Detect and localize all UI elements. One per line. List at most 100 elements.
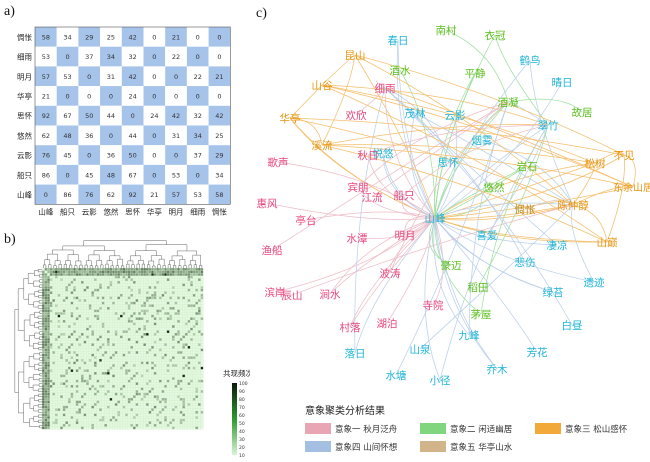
heatmap-cell	[75, 390, 79, 393]
network-edge	[403, 124, 549, 196]
table-cell	[121, 184, 144, 205]
network-node-label: 宾朋	[348, 181, 369, 194]
heatmap-cell	[190, 379, 193, 383]
heatmap-cell	[112, 268, 115, 271]
column-label: 明月	[169, 207, 184, 216]
network-node-label: 平静	[465, 67, 486, 80]
heatmap-cell	[146, 320, 149, 323]
heatmap-cell	[140, 309, 144, 313]
heatmap-cell	[94, 268, 97, 271]
heatmap-cell	[78, 273, 81, 276]
heatmap-cell	[117, 317, 120, 320]
table-value: 0	[152, 92, 156, 100]
heatmap-cell	[44, 405, 48, 409]
heatmap-cell	[81, 273, 84, 276]
heatmap-cell	[104, 372, 107, 375]
table-cell	[100, 66, 122, 87]
heatmap-cell	[47, 390, 50, 393]
heatmap-cell	[101, 353, 105, 357]
heatmap-cell	[172, 307, 175, 310]
heatmap-cell	[200, 317, 204, 320]
heatmap-cell	[153, 333, 157, 336]
heatmap-cell	[200, 333, 204, 336]
network-edge	[321, 54, 356, 146]
heatmap-cell	[49, 301, 53, 305]
legend-swatch	[305, 423, 331, 434]
network-edge	[354, 54, 625, 156]
table-cell	[35, 125, 57, 146]
heatmap-cell	[127, 351, 131, 354]
heatmap-cell	[140, 387, 144, 391]
table-cell	[35, 145, 57, 165]
heatmap-cell	[161, 307, 165, 310]
heatmap-cell	[109, 270, 113, 274]
heatmap-cell	[52, 268, 55, 271]
heatmap-cell	[47, 312, 50, 315]
heatmap-cell	[153, 353, 157, 357]
heatmap-cell	[146, 369, 149, 372]
heatmap-cell	[91, 330, 94, 333]
table-cell	[56, 46, 79, 67]
column-label: 惆怅	[212, 206, 227, 216]
heatmap-cell	[198, 299, 201, 302]
heatmap-cell	[65, 288, 68, 292]
heatmap-cell	[47, 382, 50, 385]
column-label: 船只	[60, 206, 75, 216]
heatmap-cell	[166, 301, 170, 305]
heatmap-cell	[112, 416, 115, 419]
heatmap-cell	[182, 418, 185, 422]
network-edge	[434, 165, 528, 219]
heatmap-cell	[174, 301, 178, 305]
heatmap-cell	[42, 421, 45, 424]
heatmap-cell	[143, 268, 146, 271]
heatmap-cell	[42, 424, 45, 427]
heatmap-cell	[44, 338, 48, 341]
heatmap-cell	[70, 314, 74, 318]
heatmap-cell	[62, 320, 66, 323]
heatmap-cell	[198, 403, 201, 406]
network-edge	[384, 87, 634, 188]
heatmap-cell	[192, 356, 196, 359]
colorbar-tick-label: 10	[239, 453, 245, 459]
heatmap-cell	[96, 268, 100, 271]
heatmap-cell	[47, 325, 50, 328]
heatmap-cell	[42, 273, 45, 276]
heatmap-cell	[151, 296, 154, 300]
heatmap-cell	[44, 359, 48, 362]
heatmap-cell	[65, 421, 68, 424]
heatmap-cell	[166, 270, 170, 274]
heatmap-cell	[70, 392, 74, 396]
row-label: 思怀	[17, 111, 32, 121]
heatmap-cell	[70, 301, 74, 305]
network-edge	[434, 72, 476, 219]
heatmap-cell	[107, 405, 110, 409]
colorbar-title: 共现频次/次	[223, 368, 250, 378]
heatmap-cell	[135, 330, 139, 333]
heatmap-cell	[200, 268, 204, 271]
network-edge	[266, 202, 436, 220]
heatmap-cell	[187, 288, 191, 292]
heatmap-cell	[44, 333, 48, 336]
heatmap-cell	[172, 418, 175, 422]
heatmap-cell	[65, 296, 68, 300]
heatmap-cell	[112, 343, 115, 346]
heatmap-cell	[44, 385, 48, 388]
heatmap-cell	[52, 270, 55, 274]
network-node-label: 涧水	[320, 288, 341, 301]
heatmap-cell	[57, 314, 61, 318]
table-value: 45	[63, 152, 71, 160]
heatmap-cell	[81, 333, 84, 336]
heatmap-cell	[130, 346, 133, 349]
table-cell	[100, 164, 122, 185]
heatmap-cell	[153, 405, 157, 409]
colorbar	[232, 383, 237, 455]
heatmap-cell	[151, 346, 154, 349]
heatmap-cell	[153, 270, 157, 274]
heatmap-cell	[88, 270, 92, 274]
heatmap-cell	[99, 286, 102, 289]
table-value: 76	[85, 191, 93, 199]
heatmap-cell	[44, 278, 48, 281]
heatmap-cell	[174, 405, 178, 409]
heatmap-cell	[182, 400, 185, 404]
heatmap-cell	[44, 312, 48, 315]
